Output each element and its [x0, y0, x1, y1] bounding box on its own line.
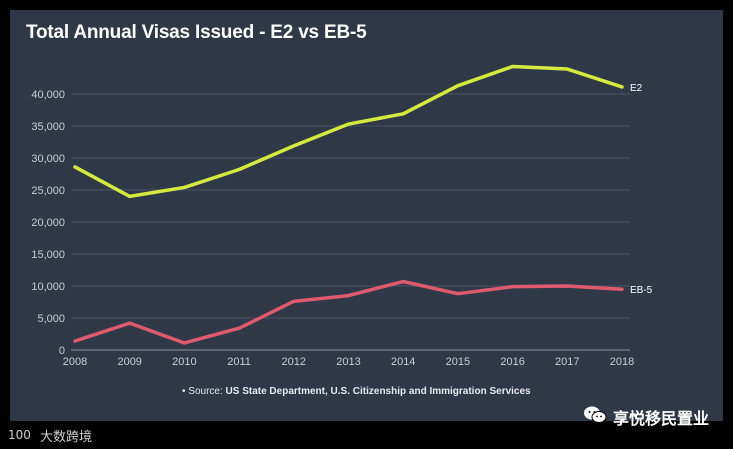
x-tick-label: 2008	[63, 356, 87, 368]
data-point	[510, 64, 515, 69]
chart-panel	[10, 10, 723, 421]
x-tick-label: 2015	[446, 356, 470, 368]
data-point	[456, 84, 460, 88]
y-tick-label: 10,000	[31, 281, 65, 293]
y-tick-label: 20,000	[31, 217, 65, 229]
x-tick-label: 2016	[500, 356, 524, 368]
x-tick-label: 2012	[282, 356, 306, 368]
data-point	[73, 165, 77, 169]
series-line-e2	[73, 64, 624, 199]
data-point	[237, 326, 241, 330]
series-end-label: E2	[630, 83, 643, 94]
data-point	[292, 144, 296, 148]
x-tick-label: 2013	[336, 356, 360, 368]
source-note: • Source: US State Department, U.S. Citi…	[182, 386, 531, 397]
data-point	[237, 167, 241, 172]
x-tick-label: 2017	[555, 356, 579, 368]
series-line-eb-5	[73, 279, 624, 345]
data-point	[346, 294, 351, 298]
x-tick-label: 2014	[391, 356, 415, 368]
y-tick-label: 30,000	[31, 153, 65, 165]
data-point	[182, 185, 186, 190]
y-tick-label: 5,000	[37, 313, 65, 325]
data-point	[182, 341, 186, 345]
y-tick-label: 0	[59, 345, 65, 357]
data-point	[565, 67, 569, 71]
y-tick-label: 40,000	[31, 89, 65, 101]
x-tick-label: 2011	[227, 356, 251, 368]
chart-title: Total Annual Visas Issued - E2 vs EB-5	[26, 22, 367, 43]
data-point	[401, 279, 405, 284]
data-point	[73, 339, 77, 343]
source-text: US State Department, U.S. Citizenship an…	[225, 386, 531, 397]
logo-icon: 100	[8, 427, 36, 445]
data-point	[128, 194, 132, 198]
watermark-right-text: 享悦移民置业	[612, 409, 709, 428]
series-end-label: EB-5	[630, 285, 653, 296]
x-tick-label: 2018	[610, 356, 634, 368]
watermark-left-text: 大数跨境	[40, 430, 93, 445]
y-tick-label: 15,000	[31, 249, 65, 261]
source-prefix: • Source:	[182, 386, 226, 397]
data-point	[292, 299, 296, 303]
y-tick-label: 25,000	[31, 185, 65, 197]
x-tick-label: 2009	[117, 356, 141, 368]
watermark-right: 享悦移民置业	[583, 405, 709, 429]
data-point	[456, 292, 460, 296]
data-point	[510, 285, 515, 289]
data-point	[620, 85, 624, 89]
wechat-icon	[583, 405, 607, 429]
watermark-left: 100 大数跨境	[8, 426, 93, 446]
y-tick-label: 35,000	[31, 121, 65, 133]
x-tick-label: 2010	[172, 356, 196, 368]
data-point	[346, 122, 351, 126]
data-point	[401, 112, 405, 116]
svg-text:100: 100	[8, 428, 31, 441]
data-point	[128, 321, 132, 325]
data-point	[620, 287, 624, 291]
data-point	[565, 284, 569, 288]
